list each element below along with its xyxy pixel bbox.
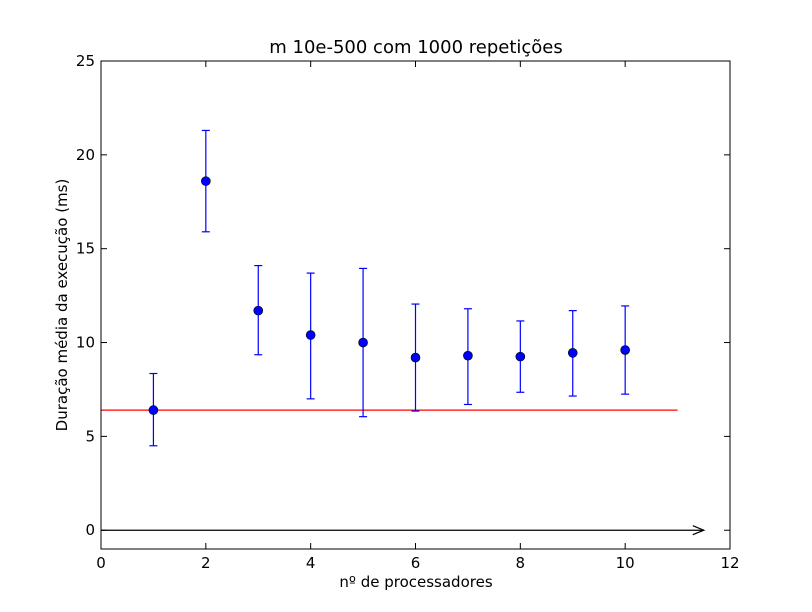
data-point — [253, 305, 264, 316]
chart-title: m 10e-500 com 1000 repetições — [269, 37, 563, 58]
x-tick-label: 0 — [96, 554, 106, 572]
y-axis-label: Duração média da execução (ms) — [53, 179, 71, 432]
plot-area: 0 2 4 6 8 10 12 0 5 10 15 20 25 — [76, 52, 740, 572]
data-point — [305, 330, 316, 340]
x-tick-label: 2 — [201, 554, 211, 572]
x-tick-label: 10 — [616, 554, 635, 572]
y-tick-label: 0 — [85, 521, 95, 539]
y-tick-label: 10 — [76, 334, 95, 352]
x-tick-label: 12 — [720, 554, 739, 572]
data-point — [567, 348, 578, 358]
x-tick-label: 4 — [306, 554, 316, 572]
x-axis-label: nº de processadores — [339, 573, 492, 591]
data-point — [410, 352, 421, 363]
data-point — [148, 405, 159, 415]
y-tick-label: 15 — [76, 240, 95, 258]
data-point — [201, 176, 211, 186]
x-tick-label: 6 — [411, 554, 421, 572]
y-tick-label: 5 — [85, 427, 95, 445]
data-point — [463, 350, 473, 361]
data-point — [620, 345, 630, 355]
y-tick-label: 20 — [76, 146, 95, 164]
y-tick-label: 25 — [76, 52, 95, 70]
axis-arrow-head — [692, 525, 706, 536]
x-tick-label: 8 — [516, 554, 526, 572]
data-point — [358, 337, 368, 348]
data-point — [515, 351, 526, 362]
